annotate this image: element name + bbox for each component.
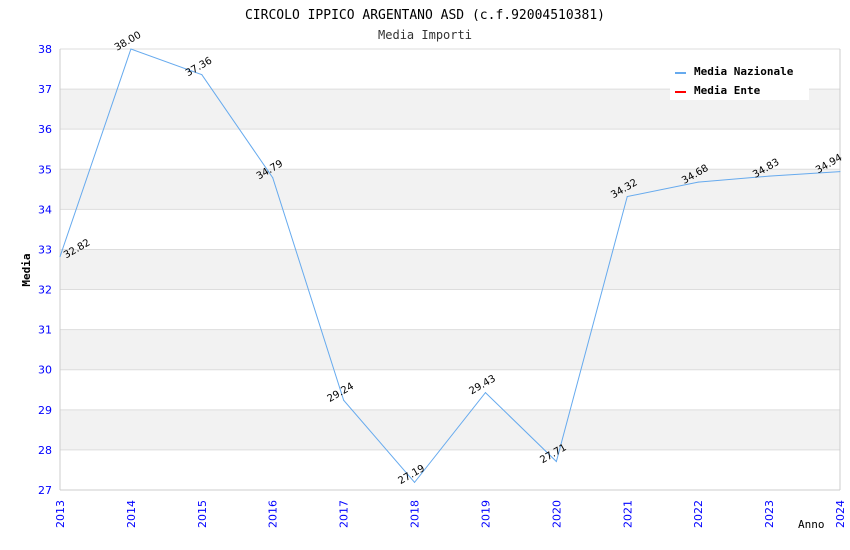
x-tick-label: 2024 [834, 500, 847, 528]
legend-label-media-nazionale: Media Nazionale [694, 65, 794, 78]
y-tick-label: 37 [38, 83, 52, 96]
legend-label-media-ente: Media Ente [694, 84, 761, 97]
y-tick-label: 29 [38, 404, 52, 417]
x-tick-label: 2016 [267, 500, 280, 528]
grid-band [60, 329, 840, 370]
y-tick-label: 33 [38, 243, 52, 256]
y-tick-label: 34 [38, 203, 52, 216]
y-tick-label: 32 [38, 284, 52, 297]
y-tick-label: 36 [38, 123, 52, 136]
data-point [697, 181, 699, 183]
y-tick-label: 28 [38, 444, 52, 457]
x-tick-label: 2015 [196, 500, 209, 528]
data-point [555, 461, 557, 463]
data-point [343, 399, 345, 401]
grid-band [60, 249, 840, 290]
data-point [414, 481, 416, 483]
x-tick-label: 2022 [692, 500, 705, 528]
x-tick-label: 2021 [621, 500, 634, 528]
data-point [484, 392, 486, 394]
y-tick-label: 30 [38, 364, 52, 377]
x-tick-label: 2018 [409, 500, 422, 528]
series-line-media-nazionale [59, 48, 841, 484]
data-point [130, 48, 132, 50]
data-point [768, 175, 770, 177]
x-tick-label: 2014 [125, 500, 138, 528]
x-tick-label: 2023 [763, 500, 776, 528]
data-point [839, 171, 841, 173]
y-tick-label: 27 [38, 484, 52, 497]
data-point [59, 256, 61, 258]
x-tick-label: 2017 [338, 500, 351, 528]
y-axis-label: Media [20, 253, 33, 286]
y-tick-label: 38 [38, 43, 52, 56]
legend: Media Nazionale Media Ente [670, 60, 809, 100]
grid-band [60, 409, 840, 450]
y-tick-label: 31 [38, 324, 52, 337]
x-tick-label: 2013 [54, 500, 67, 528]
chart-title: CIRCOLO IPPICO ARGENTANO ASD (c.f.920045… [245, 8, 605, 23]
x-tick-label: 2020 [550, 500, 563, 528]
chart-subtitle: Media Importi [378, 28, 472, 42]
y-tick-label: 35 [38, 163, 52, 176]
data-point [201, 74, 203, 76]
grid-band [60, 169, 840, 210]
x-axis-label: Anno [798, 518, 825, 531]
x-tick-label: 2019 [479, 500, 492, 528]
data-point [626, 196, 628, 198]
data-point [272, 177, 274, 179]
